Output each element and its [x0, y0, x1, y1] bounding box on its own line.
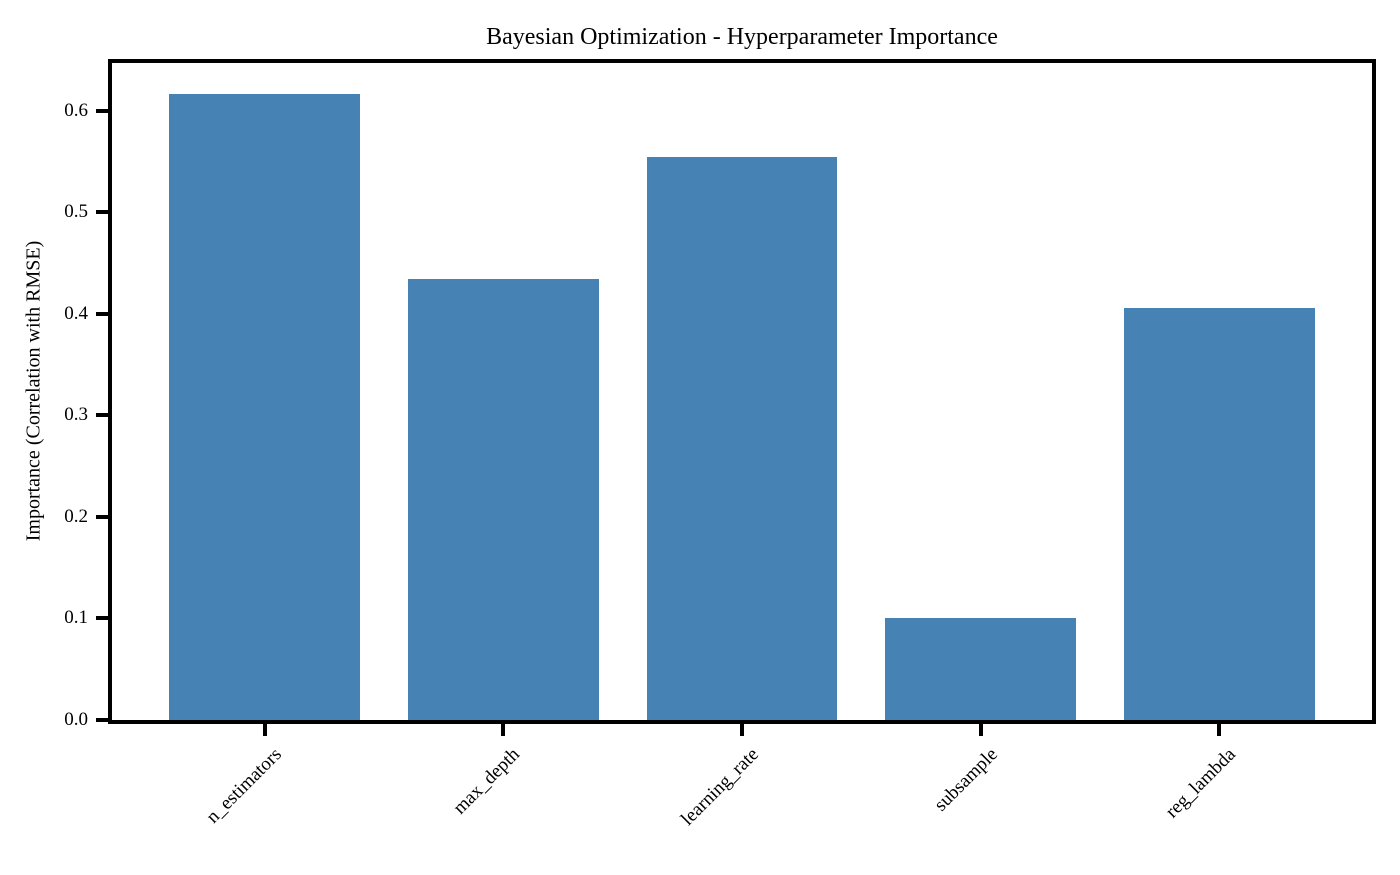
y-tick [96, 616, 108, 621]
x-tick-label: max_depth [449, 744, 525, 819]
plot-area [108, 59, 1376, 724]
y-tick-label: 0.0 [64, 709, 88, 730]
y-axis-label: Importance (Correlation with RMSE) [22, 240, 45, 542]
x-tick-label: subsample [929, 744, 1002, 816]
bar-max_depth [407, 279, 599, 720]
bar-n_estimators [169, 94, 361, 720]
x-tick [262, 724, 267, 736]
x-tick [740, 724, 744, 736]
y-tick-label: 0.6 [64, 99, 88, 121]
bar-learning_rate [646, 157, 838, 720]
y-tick [96, 210, 108, 215]
y-tick-label: 0.5 [64, 201, 88, 223]
y-tick [96, 413, 108, 418]
y-tick-label: 0.2 [64, 505, 88, 527]
y-tick-label: 0.1 [64, 607, 88, 629]
y-tick-label: 0.4 [64, 302, 88, 324]
x-tick-label: n_estimators [202, 744, 286, 828]
bar-subsample [885, 618, 1077, 720]
y-tick [96, 718, 108, 722]
y-tick [96, 514, 108, 519]
y-tick [96, 108, 108, 113]
x-tick [501, 724, 506, 736]
bar-reg_lambda [1123, 307, 1315, 720]
y-tick-label: 0.3 [64, 404, 88, 426]
x-tick [1217, 724, 1222, 736]
x-tick [978, 724, 983, 736]
x-tick-label: reg_lambda [1161, 744, 1241, 823]
x-tick-label: learning_rate [677, 744, 763, 830]
chart-title: Bayesian Optimization - Hyperparameter I… [486, 24, 998, 50]
y-tick [96, 311, 108, 316]
